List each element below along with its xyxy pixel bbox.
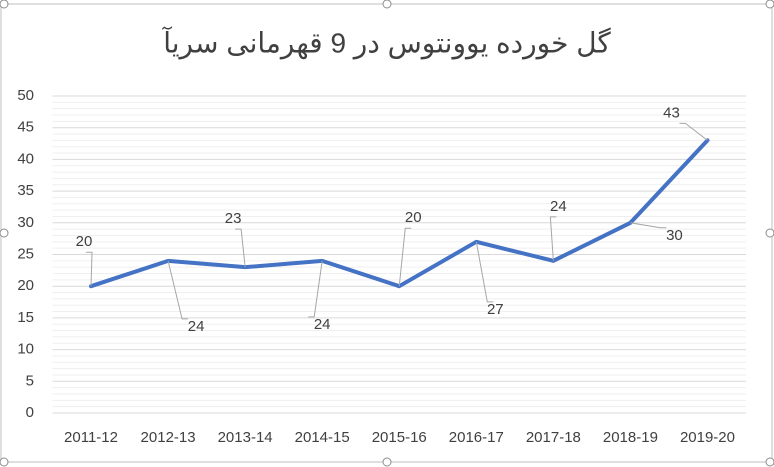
x-tick-label: 2011-12 — [64, 429, 118, 446]
y-tick-label: 30 — [17, 214, 34, 231]
chart-frame[interactable] — [0, 3, 773, 463]
leader-line — [167, 260, 189, 320]
x-tick-label: 2015-16 — [372, 429, 427, 446]
data-label: 24 — [314, 316, 331, 333]
data-label: 20 — [405, 209, 422, 226]
leader-line — [308, 260, 323, 318]
leader-line — [86, 251, 93, 287]
x-tick-label: 2017-18 — [526, 429, 581, 446]
x-tick-label: 2019-20 — [680, 429, 735, 446]
y-tick-label: 25 — [17, 245, 34, 262]
leader-line — [630, 222, 667, 229]
data-label: 24 — [188, 318, 205, 335]
y-tick-label: 20 — [17, 277, 34, 294]
y-tick-label: 35 — [17, 182, 34, 199]
x-tick-label: 2016-17 — [449, 429, 504, 446]
y-tick-label: 0 — [26, 404, 34, 421]
x-tick-label: 2018-19 — [603, 429, 658, 446]
data-label: 30 — [666, 227, 683, 244]
data-label: 20 — [76, 233, 93, 250]
y-tick-label: 40 — [17, 150, 34, 167]
data-label: 24 — [550, 198, 567, 215]
chart-title: گل خورده یوونتوس در 9 قهرمانی سریآ — [161, 26, 611, 59]
y-tick-label: 5 — [26, 372, 34, 389]
leader-line — [235, 228, 246, 268]
y-tick-label: 45 — [17, 119, 34, 136]
leader-line — [679, 122, 708, 141]
y-tick-label: 15 — [17, 309, 34, 326]
x-tick-label: 2013-14 — [218, 429, 273, 446]
y-tick-label: 50 — [17, 87, 34, 104]
data-label: 43 — [663, 104, 680, 121]
leader-line — [475, 241, 494, 303]
data-label: 27 — [487, 301, 504, 318]
x-tick-label: 2012-13 — [141, 429, 196, 446]
data-label: 23 — [225, 210, 242, 227]
x-tick-label: 2014-15 — [295, 429, 350, 446]
leader-line — [398, 227, 412, 287]
leader-line — [549, 216, 557, 261]
y-tick-label: 10 — [17, 341, 34, 358]
